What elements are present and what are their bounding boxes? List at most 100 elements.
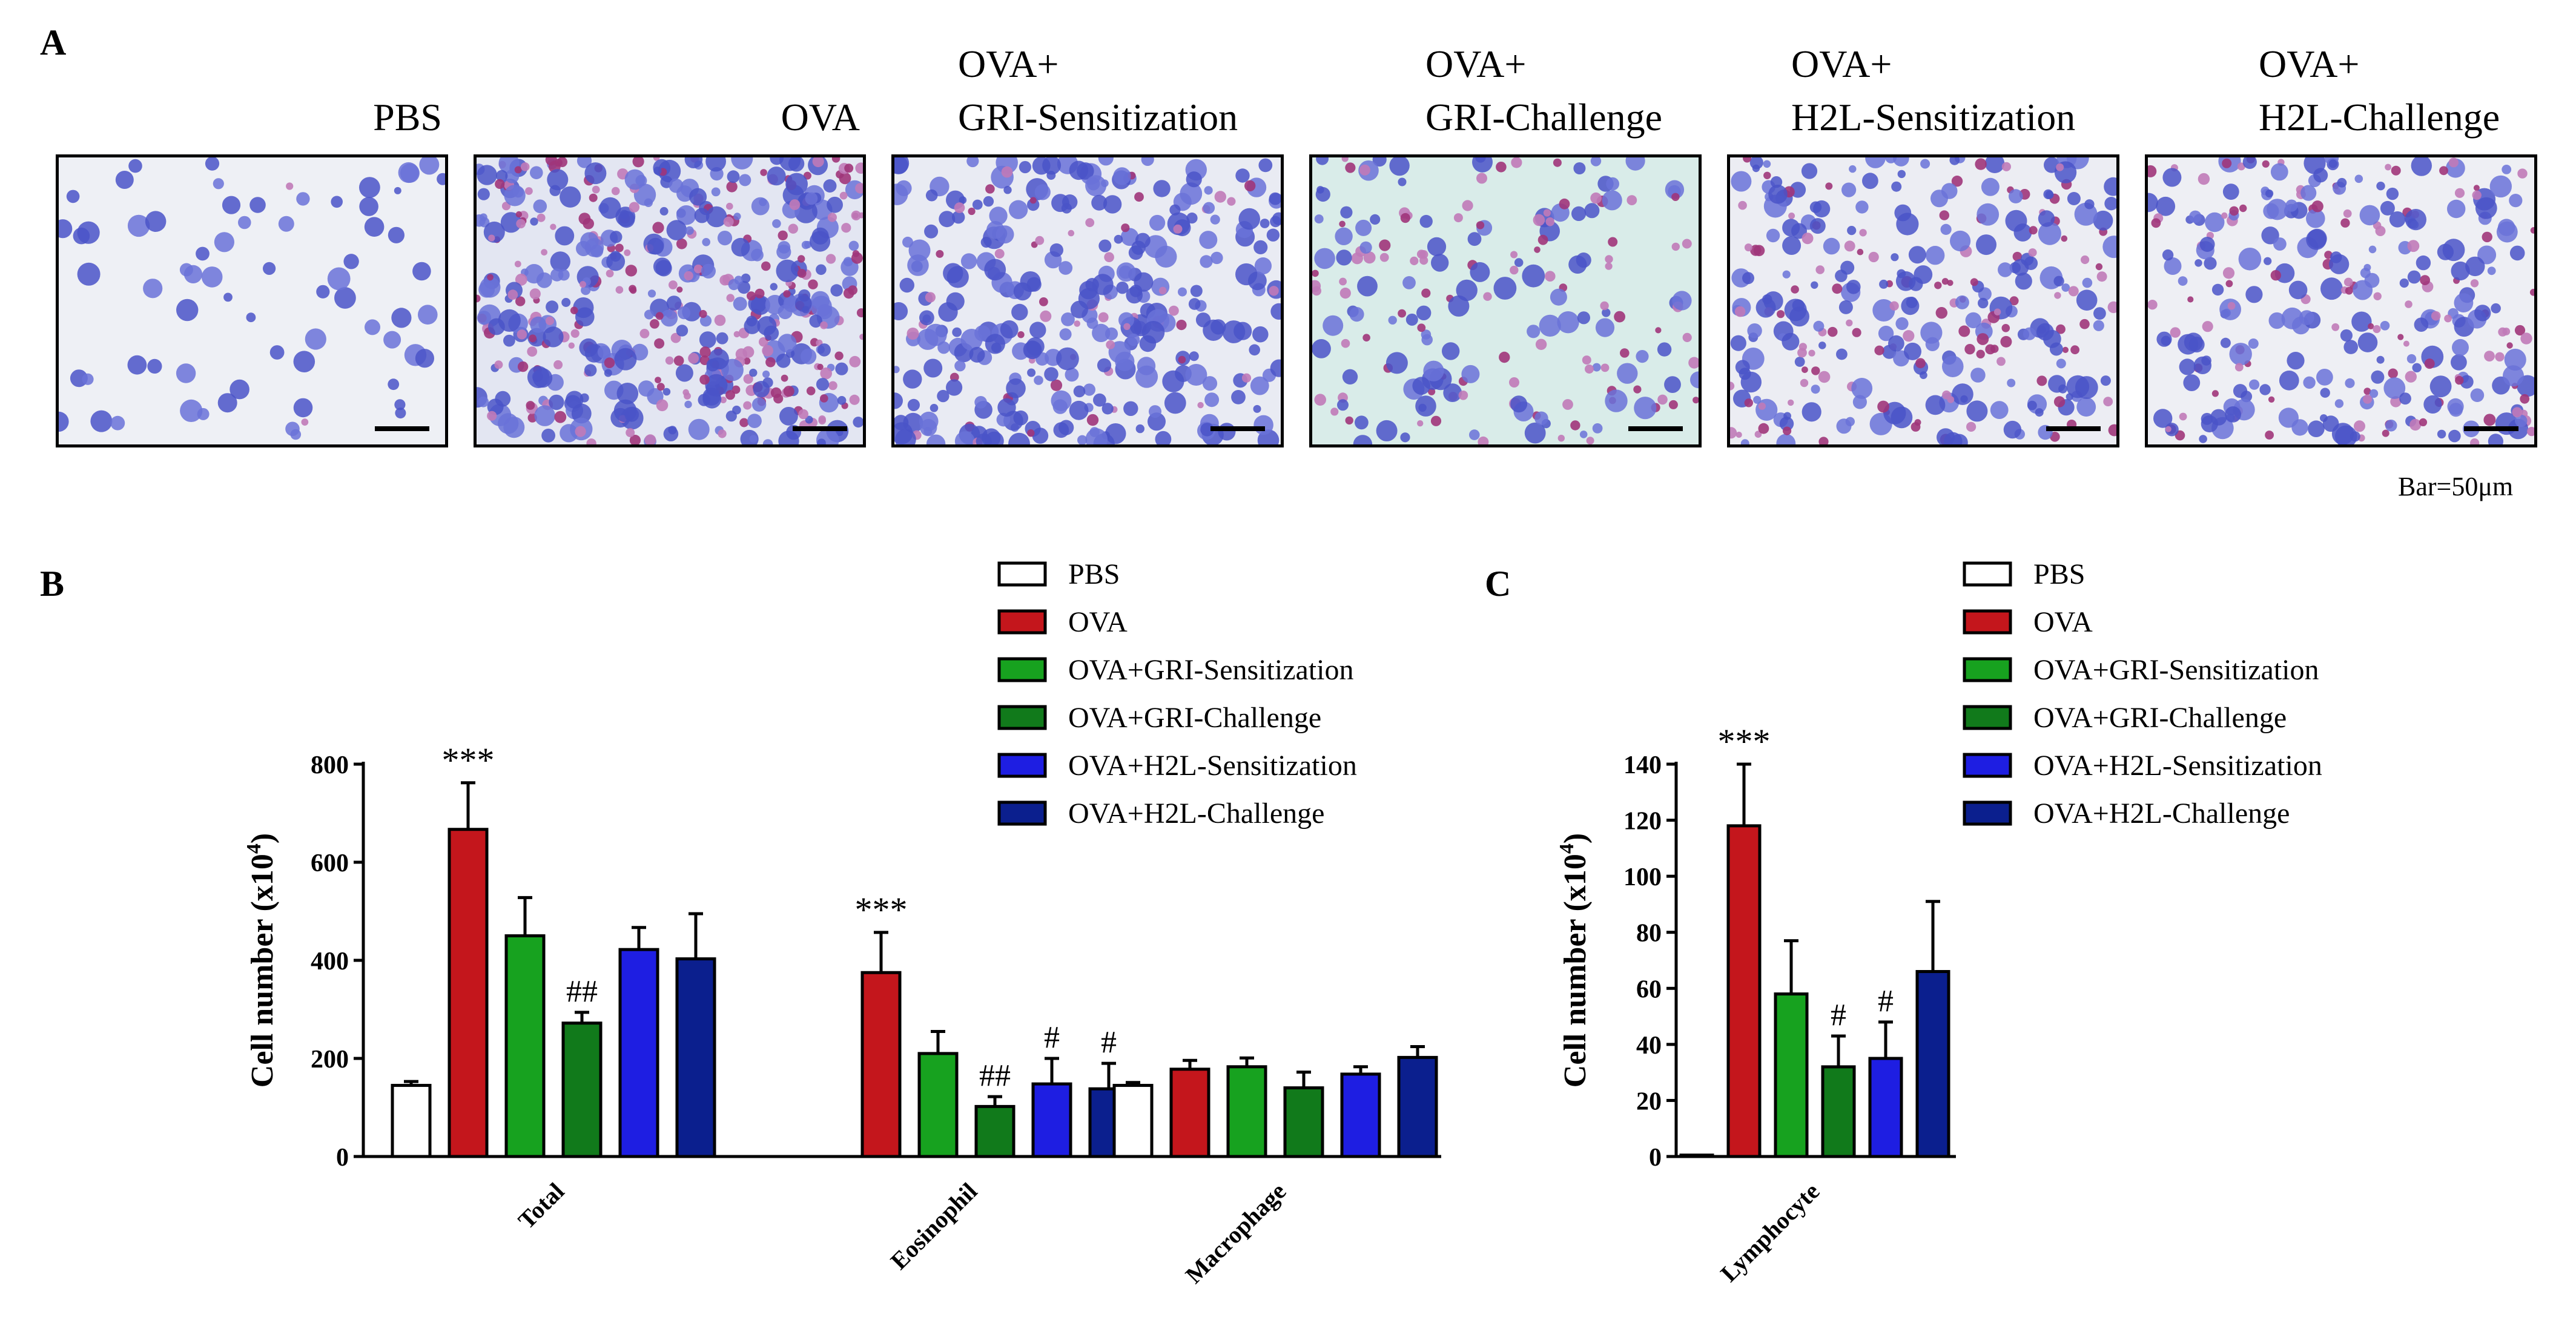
eosinophil-cell — [828, 381, 837, 391]
eosinophil-cell — [1730, 427, 1737, 439]
significance-label: # — [1878, 984, 1894, 1018]
stained-cell — [2509, 194, 2523, 208]
eosinophil-cell — [1068, 229, 1075, 237]
eosinophil-cell — [517, 329, 527, 340]
stained-cell — [176, 299, 199, 322]
stained-cell — [1155, 245, 1177, 268]
eosinophil-cell — [656, 399, 669, 412]
stained-cell — [2075, 376, 2098, 399]
stained-cell — [1823, 237, 1840, 255]
eosinophil-cell — [494, 360, 503, 369]
significance-label: *** — [855, 890, 908, 929]
stained-cell — [1210, 214, 1220, 225]
eosinophil-cell — [1214, 191, 1226, 203]
stained-cell — [530, 316, 547, 333]
eosinophil-cell — [2470, 438, 2480, 444]
eosinophil-cell — [2431, 311, 2441, 321]
stained-cell — [810, 231, 831, 252]
eosinophil-cell — [2012, 251, 2023, 262]
eosinophil-cell — [1966, 421, 1977, 432]
stained-cell — [610, 231, 623, 243]
stained-cell — [1456, 279, 1478, 302]
stained-cell — [2076, 397, 2096, 417]
stained-cell — [238, 216, 251, 229]
eosinophil-cell — [1314, 394, 1326, 406]
stained-cell — [2437, 243, 2454, 260]
stained-cell — [2406, 354, 2417, 364]
legend-b: PBS OVA OVA+GRI-Sensitization OVA+GRI-Chall… — [997, 558, 1357, 830]
eosinophil-cell — [1738, 200, 1747, 210]
stained-cell — [1085, 175, 1107, 197]
micrograph-h2l-sensitization — [1727, 154, 2119, 447]
stained-cell — [1664, 376, 1681, 393]
stained-cell — [359, 197, 378, 216]
stained-cell — [530, 217, 538, 226]
eosinophil-cell — [477, 294, 481, 303]
eosinophil-cell — [2234, 363, 2244, 372]
eosinophil-cell — [545, 157, 557, 166]
stained-cell — [733, 297, 747, 311]
stained-cell — [749, 435, 758, 443]
stained-cell — [2178, 276, 2188, 286]
eosinophil-cell — [1857, 248, 1864, 256]
stained-cell — [2222, 183, 2239, 200]
stained-cell — [505, 169, 520, 183]
eosinophil-cell — [1197, 401, 1204, 409]
stained-cell — [1272, 212, 1281, 225]
eosinophil-cell — [843, 288, 854, 299]
stained-cell — [1135, 233, 1151, 248]
eosinophil-cell — [2202, 321, 2213, 332]
stained-cell — [1389, 157, 1410, 176]
eosinophil-cell — [2363, 394, 2373, 404]
eosinophil-cell — [1029, 197, 1037, 204]
stained-cell — [1809, 218, 1826, 234]
eosinophil-cell — [856, 308, 863, 318]
bar — [675, 957, 716, 1158]
bar — [917, 1052, 959, 1158]
stained-cell — [980, 237, 992, 248]
eosinophil-cell — [553, 360, 563, 369]
stained-cell — [1752, 164, 1760, 173]
eosinophil-cell — [788, 223, 798, 234]
eosinophil-cell — [1976, 349, 1985, 358]
stained-cell — [383, 331, 401, 349]
eosinophil-cell — [1562, 399, 1573, 410]
stained-cell — [1925, 395, 1946, 415]
eosinophil-cell — [1039, 297, 1048, 306]
stained-cell — [1847, 226, 1857, 236]
stained-cell — [1008, 432, 1030, 444]
stained-cell — [1235, 168, 1250, 183]
stained-cell — [676, 205, 696, 225]
stained-cell — [2320, 414, 2328, 422]
eosinophil-cell — [1001, 166, 1013, 178]
stained-cell — [1571, 206, 1587, 221]
eosinophil-cell — [654, 338, 665, 349]
stained-cell — [1740, 439, 1749, 444]
stained-cell — [2162, 249, 2174, 261]
eosinophil-cell — [1735, 431, 1742, 438]
stained-cell — [647, 237, 664, 255]
eosinophil-cell — [2419, 418, 2428, 426]
eosinophil-cell — [2221, 212, 2228, 219]
eosinophil-cell — [624, 249, 631, 256]
stained-cell — [82, 373, 94, 385]
stained-cell — [1965, 312, 1981, 329]
stained-cell — [985, 431, 1004, 444]
eosinophil-cell — [1802, 233, 1814, 245]
stained-cell — [110, 415, 125, 431]
eosinophil-cell — [2108, 424, 2116, 437]
stained-cell — [2449, 403, 2463, 417]
eosinophil-cell — [1846, 319, 1853, 326]
eosinophil-cell — [765, 357, 776, 368]
stained-cell — [974, 396, 987, 409]
eosinophil-cell — [820, 367, 832, 380]
eosinophil-cell — [1797, 348, 1807, 358]
stained-cell — [2399, 392, 2411, 405]
eosinophil-cell — [2211, 390, 2219, 397]
stained-cell — [1818, 342, 1826, 349]
stained-cell — [624, 169, 646, 190]
eosinophil-cell — [1788, 213, 1795, 219]
stained-cell — [907, 398, 920, 411]
eosinophil-cell — [1758, 402, 1766, 410]
